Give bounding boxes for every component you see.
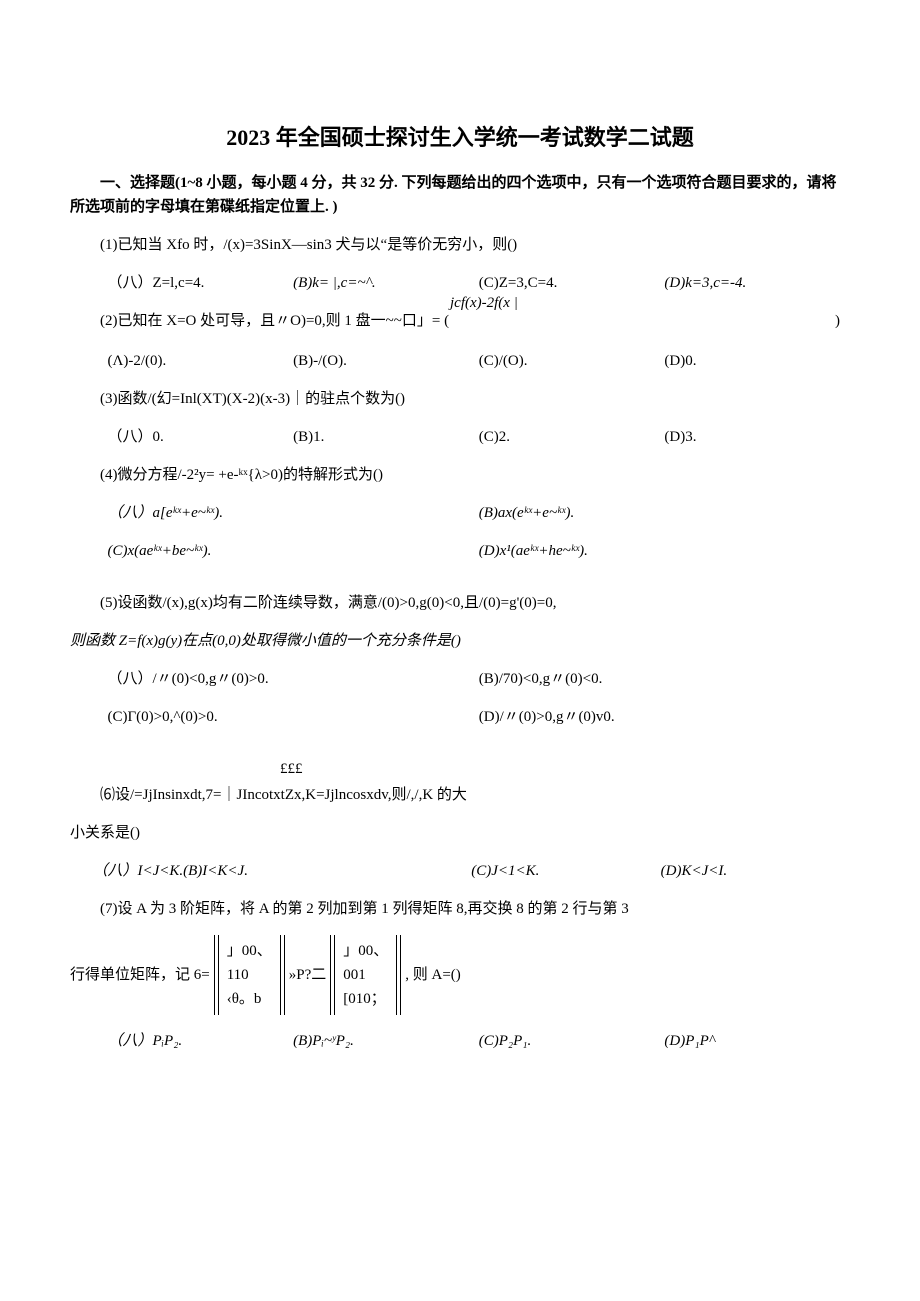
q5-opt-c: (C)Γ(0)>0,^(0)>0. <box>108 705 479 729</box>
q1-opt-a: （八）Z=l,c=4. <box>108 271 294 295</box>
q2-opt-b: (B)-/(O). <box>293 349 479 373</box>
q7-suffix: , 则 A=() <box>405 963 461 987</box>
m1-r1: 」00、 <box>227 939 272 963</box>
q7-opt-a: （八）PᵢP₂. <box>108 1029 294 1053</box>
question-5: (5)设函数/(x),g(x)均有二阶连续导数，满意/(0)>0,g(0)<0,… <box>70 591 850 615</box>
m2-r1: 」00、 <box>343 939 388 963</box>
question-3-options: （八）0. (B)1. (C)2. (D)3. <box>70 425 850 449</box>
section-header: 一、选择题(1~8 小题，每小题 4 分，共 32 分. 下列每题给出的四个选项… <box>70 171 850 219</box>
m2-r2: 001 <box>343 963 388 987</box>
m1-r3: ‹θ。b <box>227 987 272 1011</box>
question-7-options: （八）PᵢP₂. (B)Pᵢ~ʸP₂. (C)P₂P₁. (D)P₁P^ <box>70 1029 850 1053</box>
q4-opt-a: （八）a[eᵏˣ+e~ᵏˣ). <box>108 501 479 525</box>
q5-opt-d: (D)/〃(0)>0,g〃(0)v0. <box>479 705 850 729</box>
q6-opt-c: (C)J<1<K. <box>471 859 660 883</box>
q5-opt-b: (B)/70)<0,g〃(0)<0. <box>479 667 850 691</box>
question-6-cont: 小关系是() <box>70 821 850 845</box>
question-7: (7)设 A 为 3 阶矩阵，将 A 的第 2 列加到第 1 列得矩阵 8,再交… <box>70 897 850 921</box>
q4-opt-c: (C)x(aeᵏˣ+be~ᵏˣ). <box>108 539 479 563</box>
q2-limit-numerator: jcf(x)-2f(x | <box>450 291 518 315</box>
q5-opt-a: （八）/〃(0)<0,g〃(0)>0. <box>108 667 479 691</box>
q4-opt-d: (D)x¹(aeᵏˣ+he~ᵏˣ). <box>479 539 850 563</box>
q3-opt-c: (C)2. <box>479 425 665 449</box>
question-2-options: (Λ)-2/(0). (B)-/(O). (C)/(O). (D)0. <box>70 349 850 373</box>
question-5-cont: 则函数 Z=f(x)g(y)在点(0,0)处取得微小值的一个充分条件是() <box>70 629 850 653</box>
m2-r3: [010； <box>343 987 388 1011</box>
question-4: (4)微分方程/-2²y= +e-ᵏˣ{λ>0)的特解形式为() <box>70 463 850 487</box>
question-5-options: （八）/〃(0)<0,g〃(0)>0. (B)/70)<0,g〃(0)<0. (… <box>70 667 850 743</box>
page-title: 2023 年全国硕士探讨生入学统一考试数学二试题 <box>70 120 850 155</box>
m1-r2: 110 <box>227 963 272 987</box>
q4-opt-b: (B)ax(eᵏˣ+e~ᵏˣ). <box>479 501 850 525</box>
question-6-options: （八）I<J<K.(B)I<K<J. (C)J<1<K. (D)K<J<I. <box>70 859 850 883</box>
matrix-p2: 」00、 001 [010； <box>330 935 401 1015</box>
q2-opt-c: (C)/(O). <box>479 349 665 373</box>
q6-opt-ab: （八）I<J<K.(B)I<K<J. <box>93 859 472 883</box>
q3-opt-b: (B)1. <box>293 425 479 449</box>
question-4-options: （八）a[eᵏˣ+e~ᵏˣ). (B)ax(eᵏˣ+e~ᵏˣ). (C)x(ae… <box>70 501 850 577</box>
q2-opt-a: (Λ)-2/(0). <box>108 349 294 373</box>
q7-opt-c: (C)P₂P₁. <box>479 1029 665 1053</box>
q3-opt-d: (D)3. <box>664 425 850 449</box>
q7-opt-d: (D)P₁P^ <box>664 1029 850 1053</box>
q7-prefix: 行得单位矩阵，记 6= <box>70 963 210 987</box>
question-7-matrices: 行得单位矩阵，记 6= 」00、 110 ‹θ。b »P?二 」00、 001 … <box>70 935 850 1015</box>
question-6: ⑹设/=JjInsinxdt,7=｜JIncotxtZx,K=Jjlncosxd… <box>70 783 850 807</box>
q1-opt-d: (D)k=3,c=-4. <box>664 271 850 295</box>
q2-text: (2)已知在 X=O 处可导，且〃O)=0,则 1 盘一~~口」= ( <box>100 313 449 329</box>
q7-opt-b: (B)Pᵢ~ʸP₂. <box>293 1029 479 1053</box>
matrix-p1: 」00、 110 ‹θ。b <box>214 935 285 1015</box>
q6-opt-d: (D)K<J<I. <box>661 859 850 883</box>
q6-integral-bounds: £££ <box>70 757 850 781</box>
q7-mid: »P?二 <box>289 963 327 987</box>
question-2-container: jcf(x)-2f(x | (2)已知在 X=O 处可导，且〃O)=0,则 1 … <box>70 309 850 349</box>
q2-paren: ) <box>805 309 840 333</box>
q3-opt-a: （八）0. <box>108 425 294 449</box>
question-3: (3)函数/(幻=Inl(XT)(X-2)(x-3)｜的驻点个数为() <box>70 387 850 411</box>
q2-opt-d: (D)0. <box>664 349 850 373</box>
question-1: (1)已知当 Xfo 时，/(x)=3SinX—sin3 犬与以“是等价无穷小，… <box>70 233 850 257</box>
